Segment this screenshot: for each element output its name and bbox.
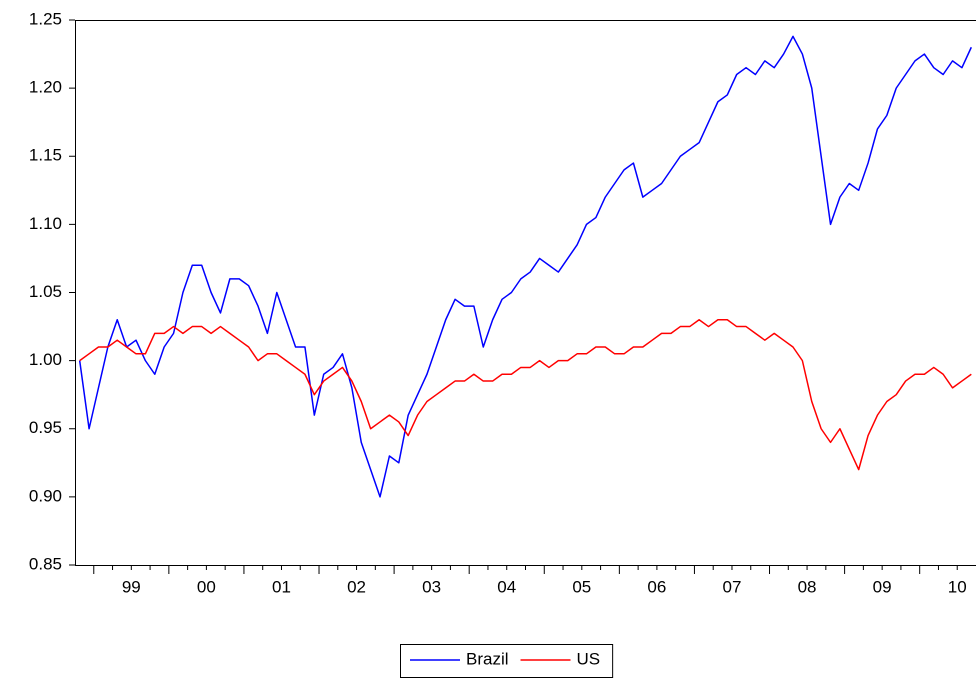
x-tick-label: 03: [422, 577, 441, 596]
series-line: [79, 319, 972, 471]
plot-frame: [75, 20, 976, 566]
y-tick-label: 1.05: [29, 282, 62, 301]
x-tick-label: 04: [497, 577, 516, 596]
y-tick-label: 1.25: [29, 9, 62, 28]
series-line: [78, 35, 972, 498]
y-tick-label: 0.95: [29, 418, 62, 437]
x-tick-label: 06: [647, 577, 666, 596]
y-tick-label: 1.10: [29, 214, 62, 233]
legend-label: Brazil: [466, 649, 509, 668]
x-tick-label: 10: [948, 577, 967, 596]
y-tick-label: 1.20: [29, 78, 62, 97]
y-tick-label: 1.00: [29, 350, 62, 369]
x-tick-label: 09: [873, 577, 892, 596]
x-tick-label: 02: [347, 577, 366, 596]
x-tick-label: 08: [798, 577, 817, 596]
x-tick-label: 05: [572, 577, 591, 596]
legend: Brazil US: [400, 644, 614, 678]
y-tick-label: 0.90: [29, 486, 62, 505]
x-tick-label: 01: [272, 577, 291, 596]
legend-box: [400, 644, 614, 678]
y-tick-label: 1.15: [29, 146, 62, 165]
x-tick-label: 99: [122, 577, 141, 596]
x-tick-label: 00: [197, 577, 216, 596]
x-tick-label: 07: [723, 577, 742, 596]
y-tick-label: 0.85: [29, 554, 62, 573]
legend-label: US: [577, 649, 601, 668]
